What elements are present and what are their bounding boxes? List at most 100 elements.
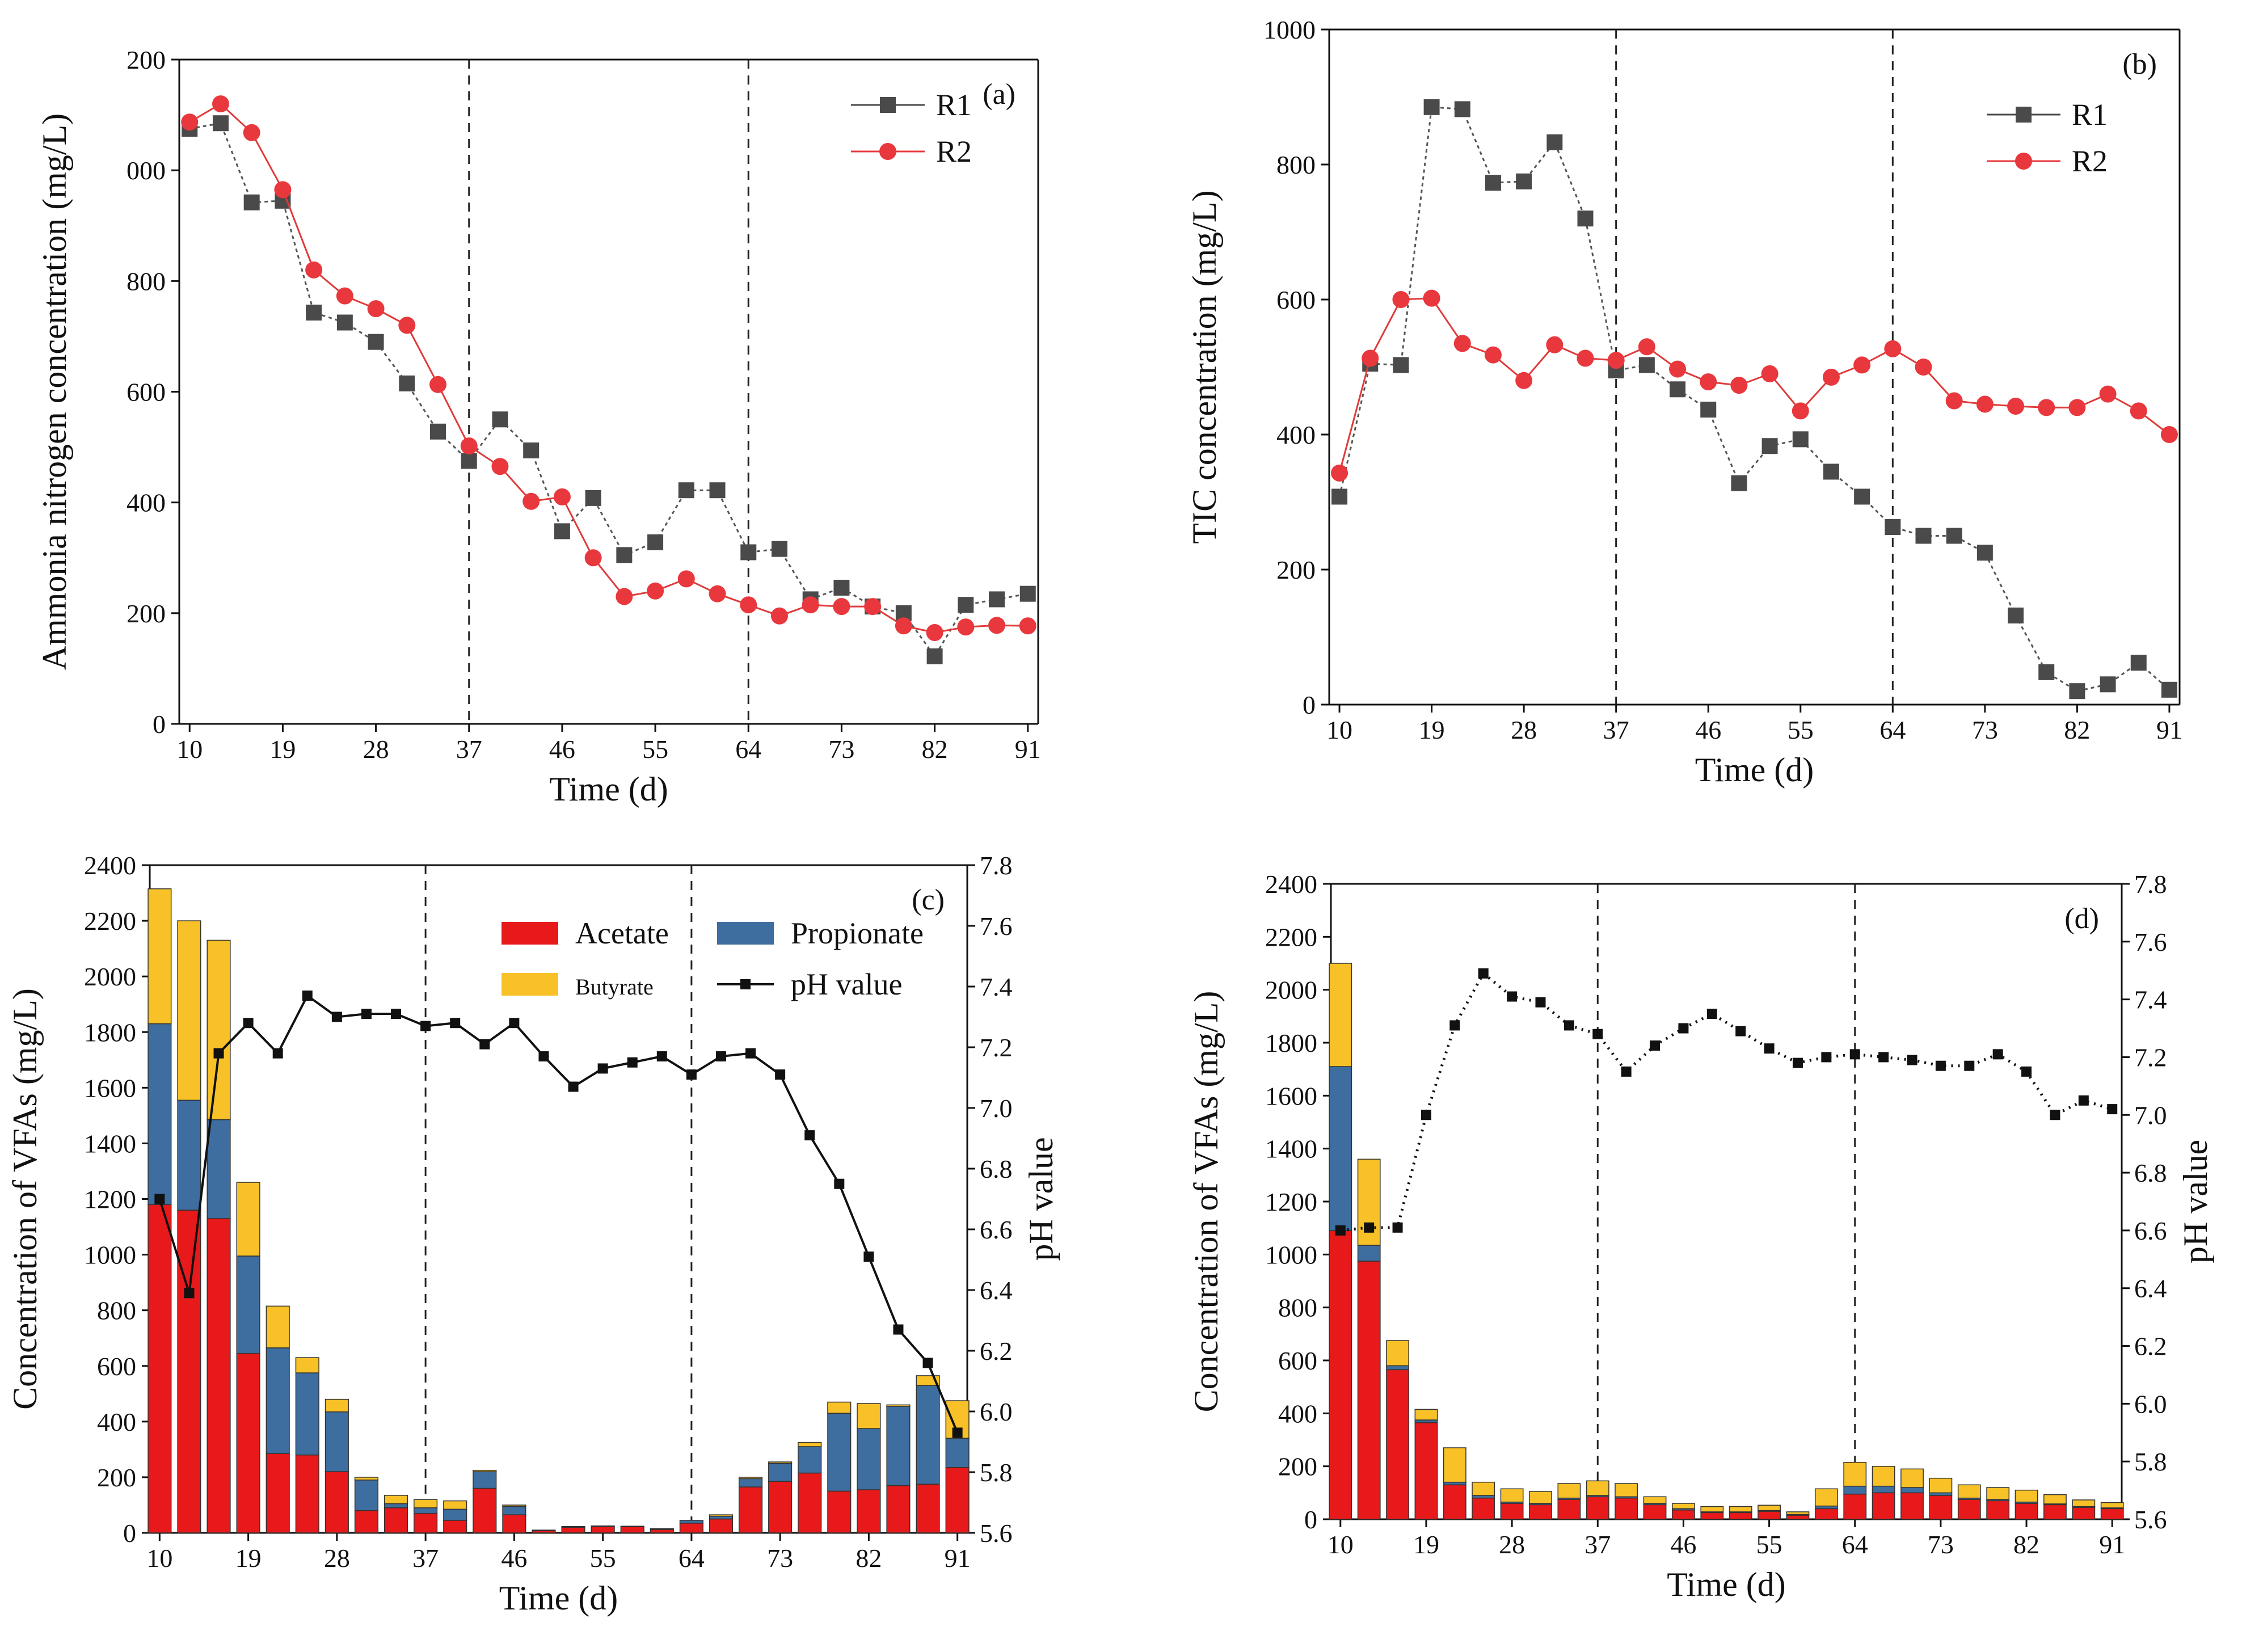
bar-acetate	[295, 1454, 319, 1533]
data-point-r1	[2100, 676, 2116, 693]
ph-point	[745, 1048, 756, 1059]
ph-point	[1564, 1020, 1574, 1031]
bar-acetate	[1900, 1492, 1924, 1520]
y2-tick-label: 6.2	[980, 1337, 1013, 1366]
x-tick-label: 55	[1756, 1530, 1782, 1559]
legend-label-r2: R2	[936, 134, 972, 168]
data-point-r2	[1392, 291, 1410, 308]
y2-tick-label: 5.6	[2134, 1505, 2167, 1534]
ph-point	[2078, 1095, 2089, 1106]
y-tick-label: 200	[1276, 555, 1316, 584]
bar-acetate	[473, 1487, 497, 1533]
bar-acetate	[1957, 1499, 1981, 1520]
bar-acetate	[502, 1514, 526, 1533]
x-tick-label: 28	[324, 1544, 350, 1573]
y-tick-label: 200	[127, 45, 166, 74]
y-tick-label: 2200	[1265, 922, 1317, 951]
panel-a: 10 19 28 37 46 55 64 73 82 91 0 200 400 600 800 000 200 T…	[36, 45, 1041, 808]
x-tick-label: 46	[549, 735, 575, 764]
data-point-r1	[958, 597, 974, 613]
bar-acetate	[738, 1486, 763, 1533]
x-axis-title: Time (d)	[1695, 751, 1814, 789]
data-point-r1	[212, 115, 229, 132]
bar-propionate	[620, 1525, 644, 1527]
data-point-r2	[2068, 399, 2086, 416]
x-tick-label: 46	[501, 1544, 527, 1573]
bar-butyrate	[1900, 1468, 1924, 1488]
x-tick-label: 10	[146, 1544, 172, 1573]
legend-label-r1: R1	[2072, 98, 2108, 132]
x-tick-label: 91	[945, 1544, 971, 1573]
bar-propionate	[532, 1529, 556, 1531]
x-tick-label: 10	[1326, 715, 1352, 744]
bar-acetate	[1986, 1500, 2010, 1520]
data-point-r2	[1577, 349, 1594, 367]
bar-acetate	[206, 1218, 231, 1533]
data-point-r2	[584, 549, 602, 567]
y-tick-label: 1400	[1265, 1135, 1317, 1164]
y-tick-label: 400	[127, 488, 166, 517]
x-tick-label: 64	[735, 735, 761, 764]
data-point-r2	[2099, 385, 2117, 403]
data-point-r1	[1670, 381, 1686, 398]
bar-acetate	[1443, 1484, 1466, 1520]
data-point-r1	[1638, 357, 1655, 373]
legend-swatch-butyrate	[502, 973, 558, 996]
x-tick-label: 82	[922, 735, 948, 764]
x-tick-label: 28	[1511, 715, 1537, 744]
ph-point	[361, 1009, 372, 1019]
y-axis-title: Concentration of VFAs (mg/L)	[6, 988, 44, 1410]
data-point-r2	[1822, 368, 1840, 386]
x-tick-label: 91	[2099, 1530, 2125, 1559]
bar-acetate	[768, 1481, 793, 1533]
y2-tick-label: 6.0	[2134, 1389, 2167, 1418]
ph-point	[834, 1178, 845, 1189]
data-point-r2	[1945, 392, 1963, 410]
y-tick-label: 800	[97, 1296, 136, 1325]
bar-butyrate	[266, 1305, 290, 1348]
bar-propionate	[502, 1506, 526, 1515]
panel-label: (d)	[2064, 903, 2099, 935]
data-point-r1	[1885, 519, 1901, 536]
data-point-r1	[740, 544, 757, 560]
data-point-r1	[2130, 655, 2147, 671]
legend-label-acetate: Acetate	[575, 916, 669, 950]
legend-swatch-acetate	[502, 922, 558, 945]
legend-marker-r1	[2016, 107, 2032, 123]
ph-point	[331, 1012, 342, 1022]
ph-point	[804, 1130, 815, 1141]
bar-acetate	[177, 1210, 201, 1533]
data-point-r2	[1884, 340, 1902, 357]
legend-marker-r2	[879, 143, 896, 160]
data-point-r1	[1577, 210, 1594, 227]
bar-butyrate	[384, 1495, 408, 1504]
bar-propionate	[886, 1406, 911, 1486]
bar-butyrate	[2100, 1502, 2124, 1508]
bar-acetate	[443, 1520, 467, 1533]
bar-acetate	[2072, 1507, 2096, 1520]
ph-point	[1792, 1057, 1803, 1068]
x-axis-title: Time (d)	[1667, 1566, 1785, 1603]
y2-tick-label: 6.8	[2134, 1158, 2167, 1187]
data-point-r2	[2007, 398, 2025, 415]
bar-acetate	[1700, 1512, 1724, 1520]
data-point-r2	[2160, 426, 2178, 443]
bar-butyrate	[1986, 1487, 2010, 1500]
data-point-r2	[491, 458, 509, 475]
y-axis-title: Concentration of VFAs (mg/L)	[1187, 991, 1225, 1413]
legend-label-r1: R1	[936, 88, 972, 122]
x-tick-label: 73	[828, 735, 854, 764]
bar-acetate	[1557, 1499, 1581, 1520]
bar-butyrate	[1872, 1465, 1895, 1487]
panel-label: (b)	[2122, 48, 2157, 81]
bar-propionate	[206, 1119, 231, 1219]
series-line-r1	[1338, 106, 2170, 692]
ph-point	[1992, 1049, 2003, 1060]
bar-acetate	[1643, 1504, 1667, 1520]
y-tick-label: 400	[1276, 420, 1316, 449]
bar-butyrate	[324, 1398, 349, 1413]
ph-point	[391, 1009, 402, 1019]
ph-point	[1764, 1043, 1775, 1054]
bar-acetate	[591, 1526, 615, 1533]
y2-tick-label: 7.0	[2134, 1101, 2167, 1130]
